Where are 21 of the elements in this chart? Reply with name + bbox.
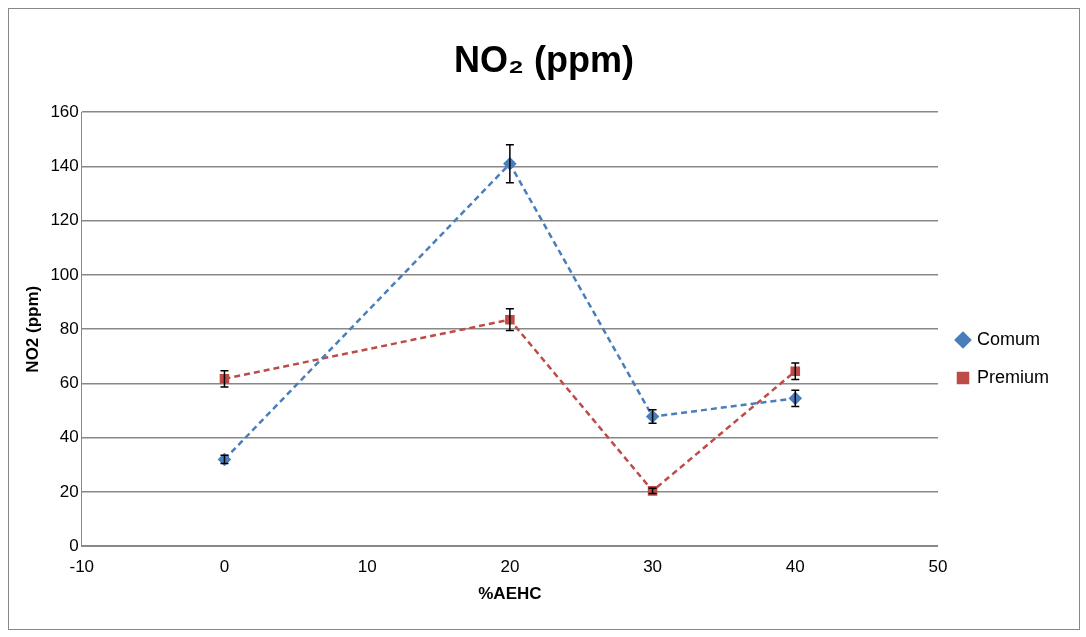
- y-tick-label: 80: [59, 318, 79, 338]
- y-tick-label: 140: [50, 156, 79, 176]
- chart-title: NO₂ (ppm): [453, 38, 635, 82]
- x-tick-label: 40: [785, 557, 805, 577]
- y-tick-label: 20: [59, 481, 79, 501]
- x-tick-label: 10: [357, 557, 377, 577]
- x-tick-label: -10: [69, 557, 95, 577]
- y-tick-label: 160: [50, 101, 79, 121]
- y-tick-label: 120: [50, 210, 79, 230]
- legend-label: Comum: [976, 328, 1041, 349]
- x-tick-label: 50: [928, 557, 948, 577]
- y-tick-label: 60: [59, 373, 79, 393]
- x-tick-label: 20: [500, 557, 520, 577]
- x-tick-label: 30: [643, 557, 663, 577]
- legend-label: Premium: [976, 366, 1050, 387]
- y-tick-label: 100: [50, 264, 79, 284]
- y-tick-label: 40: [59, 427, 79, 447]
- x-axis-title: %AEHC: [478, 584, 542, 604]
- y-axis-title: NO2 (ppm): [22, 285, 42, 373]
- y-tick-label: 0: [69, 535, 79, 555]
- x-tick-label: 0: [219, 557, 230, 577]
